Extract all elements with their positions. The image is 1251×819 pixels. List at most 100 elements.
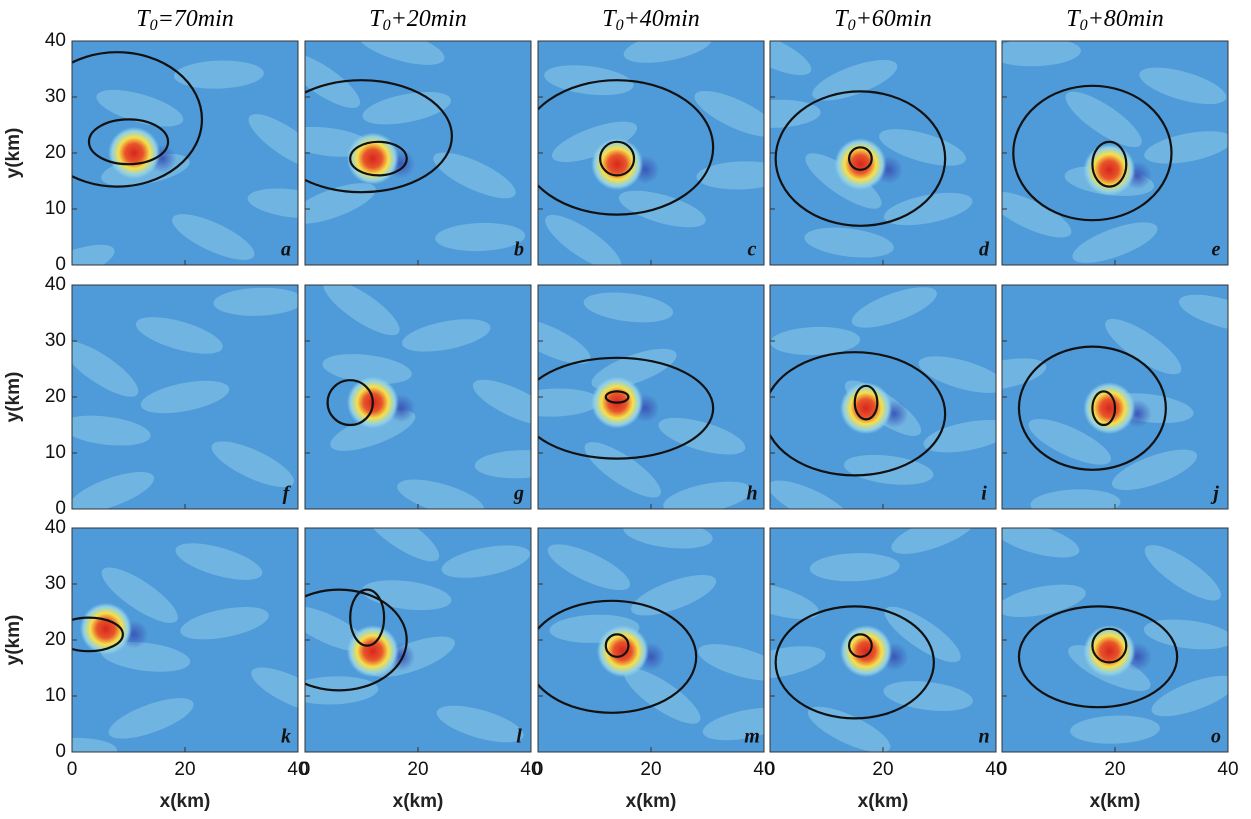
panel-field [770,285,996,509]
column-title: T0+20min [369,6,467,34]
x-tick-label: 0 [997,759,1008,780]
field-patch [436,705,524,743]
x-tick-label: 40 [520,759,541,780]
x-axis-label: x(km) [1090,791,1141,812]
panel: f 0 10 20 30 40 [45,274,299,519]
panel: e [1001,40,1229,266]
field-patch [584,442,661,498]
contour [1012,84,1173,222]
contour [1017,605,1179,709]
field-patch [923,419,996,453]
panel-label: j [1210,483,1219,505]
field-patch [247,188,298,219]
panel-field [1002,285,1228,509]
field-patch [1144,545,1221,601]
contour [326,379,374,427]
field-patch [433,152,516,199]
column-title: T0+40min [602,6,700,34]
panel: n0 20 40 [765,527,1007,780]
contour [604,390,630,404]
field-patch [702,707,764,741]
y-tick-label: 30 [45,86,66,107]
panel: b [304,40,532,266]
field-patch [545,214,622,265]
field-patch [544,65,634,96]
field-patch [472,379,531,426]
y-tick-label: 40 [45,517,66,538]
field-patch [305,52,361,108]
panel: m0 20 40 [533,527,775,780]
hot-spot [346,132,399,185]
field-patch [918,356,996,393]
contour [848,633,873,658]
panel-label: h [746,483,757,505]
x-tick-label: 20 [872,759,893,780]
title-suffix: =70min [158,6,234,32]
field-patch [323,285,400,336]
x-axis-label: x(km) [626,791,677,812]
panel-label: e [1212,239,1221,261]
field-patch [804,227,894,258]
field-patch [1002,191,1072,238]
field-patch [1143,619,1228,650]
x-tick-label: 20 [407,759,428,780]
field-patch [1139,67,1227,105]
field-patch [770,41,812,76]
field-patch [1002,41,1081,67]
field-patch [322,354,412,384]
field-patch [538,388,600,417]
field-patch [173,60,264,89]
contour [305,588,408,692]
panel-field [770,528,996,752]
panel: i [769,284,997,510]
field-patch [1178,294,1228,332]
field-patch [807,706,891,752]
field-patch [851,287,937,328]
panel: a 0 10 20 30 40 [45,30,299,275]
x-tick-label: 20 [640,759,661,780]
panel-label: l [516,726,522,748]
panel-field [538,285,764,509]
title-main: T [369,6,384,32]
field-patch [770,99,821,128]
contour [1017,345,1167,471]
panel: g [304,284,532,510]
x-tick-label: 0 [533,759,544,780]
panel-label: c [748,239,757,261]
y-axis-label: y(km) [3,372,24,423]
title-suffix: +60min [856,6,932,32]
field-patch [809,553,900,582]
y-tick-label: 20 [45,629,66,650]
contour [349,588,386,647]
field-patch [1028,418,1112,465]
field-patch [883,192,973,226]
field-patch [891,528,977,554]
field-patch [770,326,861,356]
panel-field [770,41,996,265]
x-tick-label: 40 [1217,759,1238,780]
x-tick-label: 20 [174,759,195,780]
panel-label: f [283,483,292,505]
contour [72,51,204,188]
field-patch [108,698,194,739]
x-tick-label: 20 [1104,759,1125,780]
x-axis-label: x(km) [160,791,211,812]
column-title: T0=70min [136,6,234,34]
field-patch [1065,91,1142,148]
field-patch [1144,131,1228,164]
title-main: T [602,6,617,32]
title-suffix: +40min [624,6,700,32]
field-patch [770,646,826,679]
field-patch [1105,318,1182,375]
y-tick-label: 10 [45,442,66,463]
contour [599,140,636,177]
panel-label: g [513,483,524,505]
title-suffix: +20min [391,6,467,32]
panel-field [72,528,298,752]
contour [305,79,453,194]
title-main: T [136,6,151,32]
field-patch [175,543,263,580]
panel-label: k [281,726,291,748]
panel-label: a [281,239,291,261]
x-tick-label: 40 [287,759,308,780]
